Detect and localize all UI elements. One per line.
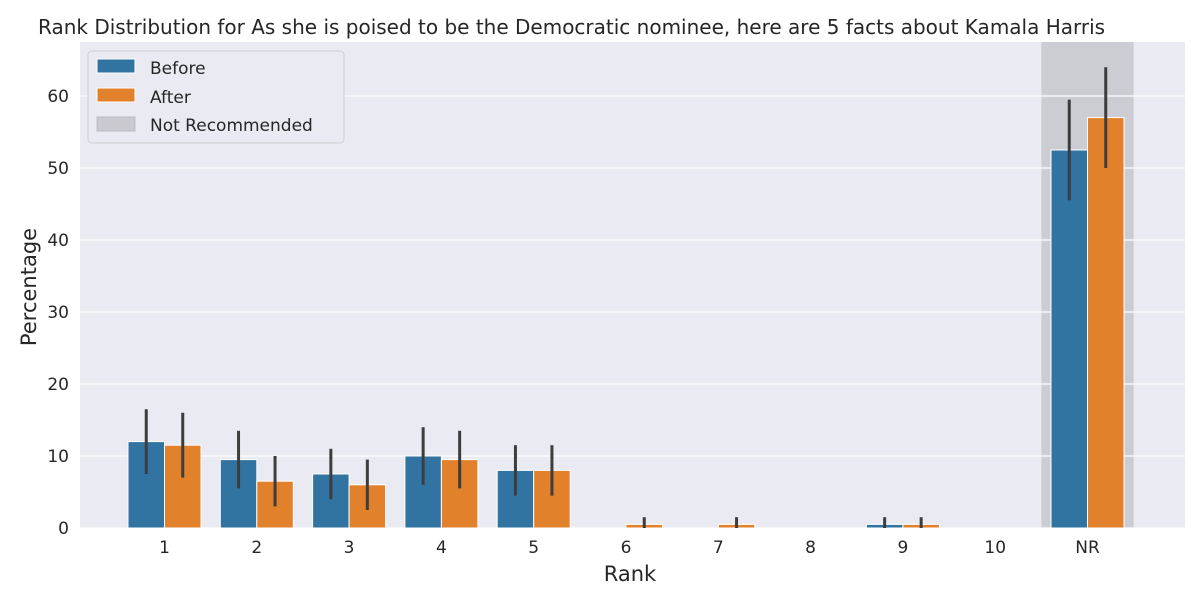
legend-swatch-after (96, 87, 136, 103)
y-tick-label: 40 (47, 231, 69, 251)
x-tick-label: 3 (344, 538, 355, 558)
y-tick-label: 60 (47, 87, 69, 107)
bar-after-nr (1087, 117, 1125, 529)
y-tick-label: 20 (47, 375, 69, 395)
x-tick-label: 7 (713, 538, 724, 558)
x-tick-label: NR (1075, 538, 1100, 558)
y-tick-label: 30 (47, 303, 69, 323)
x-tick-label: 8 (805, 538, 816, 558)
x-tick-labels: 1 2 3 4 5 6 7 8 9 10 NR (159, 538, 1100, 558)
bar-before-1 (127, 441, 165, 529)
y-tick-label: 0 (58, 519, 69, 539)
x-tick-label: 4 (436, 538, 447, 558)
bar-after-4 (440, 459, 479, 529)
bar-before-3 (312, 473, 350, 529)
legend: Before After Not Recommended (87, 50, 345, 144)
legend-frame (87, 50, 345, 144)
x-tick-label: 10 (984, 538, 1006, 558)
error-bars (144, 67, 1108, 528)
y-tick-label: 10 (47, 447, 69, 467)
legend-swatch-before (96, 58, 136, 74)
gridlines (80, 95, 1185, 529)
x-tick-label: 6 (621, 538, 632, 558)
legend-label-after: After (150, 88, 191, 108)
y-axis-title: Percentage (17, 228, 41, 346)
y-tick-label: 50 (47, 159, 69, 179)
x-tick-label: 9 (897, 538, 908, 558)
legend-label-before: Before (150, 59, 206, 79)
legend-swatch-not-recommended (96, 116, 136, 132)
x-tick-label: 1 (159, 538, 170, 558)
chart-title: Rank Distribution for As she is poised t… (38, 15, 1105, 39)
x-axis-title: Rank (604, 562, 657, 586)
legend-label-not-recommended: Not Recommended (150, 116, 313, 136)
x-tick-label: 2 (251, 538, 262, 558)
bar-before-nr (1050, 149, 1088, 529)
x-tick-label: 5 (528, 538, 539, 558)
y-tick-labels: 0 10 20 30 40 50 60 (47, 87, 69, 539)
